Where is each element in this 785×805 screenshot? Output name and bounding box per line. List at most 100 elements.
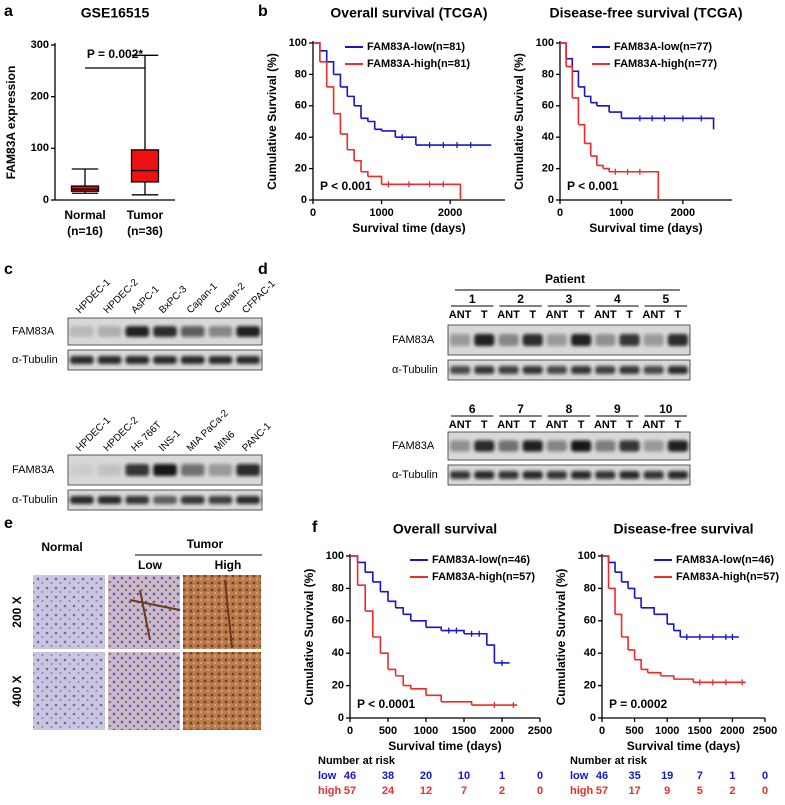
blot-band xyxy=(70,496,94,504)
y-tick-label: 60 xyxy=(295,100,307,112)
survival-step xyxy=(372,636,382,654)
x-tick-sublabel: (n=36) xyxy=(127,224,163,238)
blot-band xyxy=(125,356,150,364)
survival-step xyxy=(326,61,335,75)
x-axis-label: Survival time (days) xyxy=(589,221,702,235)
blot-band xyxy=(450,334,471,346)
annotation: P < 0.001 xyxy=(567,179,619,193)
survival-step xyxy=(590,155,598,166)
blot-band xyxy=(236,326,260,337)
blot-band xyxy=(180,356,205,364)
lane-label: INS-1 xyxy=(157,428,183,454)
x-tick-label: 500 xyxy=(379,725,397,737)
survival-step xyxy=(313,42,321,51)
blot-band xyxy=(595,334,616,346)
lane-label: T xyxy=(481,419,488,431)
chart-title: Overall survival xyxy=(393,521,497,537)
y-tick-label: 20 xyxy=(295,163,307,175)
risk-row-name: low xyxy=(570,770,589,782)
risk-count: 2 xyxy=(499,785,505,797)
y-tick-label: 20 xyxy=(542,163,554,175)
x-tick-label: 2500 xyxy=(753,725,777,737)
survival-step xyxy=(357,561,366,573)
column-header: High xyxy=(215,558,242,572)
x-tick-label: 2000 xyxy=(490,725,514,737)
row-label: FAM83A xyxy=(12,325,55,337)
blot-band xyxy=(125,326,150,337)
survival-step xyxy=(395,136,417,146)
lane-label: ANT xyxy=(546,309,569,321)
blot-band xyxy=(667,471,688,479)
risk-count: 38 xyxy=(382,770,394,782)
x-tick-label: 2000 xyxy=(720,725,744,737)
lane-label: ANT xyxy=(497,309,520,321)
blot-band xyxy=(619,334,640,346)
survival-step xyxy=(333,112,342,135)
ihc-image xyxy=(33,575,105,649)
x-tick-label: Tumor xyxy=(127,208,164,222)
risk-count: 0 xyxy=(537,785,543,797)
x-tick-label: 2000 xyxy=(671,207,695,219)
blot-band xyxy=(125,496,150,504)
blot-band xyxy=(522,366,543,374)
risk-count: 46 xyxy=(596,770,608,782)
ihc-image xyxy=(183,575,261,649)
blot-band xyxy=(522,334,543,346)
blot-band xyxy=(153,356,177,364)
blot-band xyxy=(595,366,616,374)
y-axis-label: FAM83A expression xyxy=(4,66,18,180)
survival-step xyxy=(426,626,442,631)
y-tick-label: 60 xyxy=(584,615,596,627)
lane-label: ANT xyxy=(449,419,472,431)
y-axis-label: Cumulative Survival (%) xyxy=(512,53,526,190)
risk-count: 1 xyxy=(499,770,505,782)
lane-label: CFPAC-1 xyxy=(240,278,278,316)
lane-label: ANT xyxy=(594,309,617,321)
x-tick-label: 1500 xyxy=(452,725,476,737)
x-tick-label: 2000 xyxy=(438,207,462,219)
survival-step xyxy=(350,555,359,586)
legend-label: FAM83A-high(n=57) xyxy=(432,571,535,583)
blot-band xyxy=(153,464,177,476)
patient-number: 9 xyxy=(614,402,621,416)
annotation: P = 0.002* xyxy=(87,47,143,61)
column-header: Tumor xyxy=(187,537,224,551)
blot-band xyxy=(180,464,205,476)
survival-step xyxy=(410,688,427,696)
survival-step xyxy=(381,183,462,200)
blot-band xyxy=(180,326,205,337)
blot-band xyxy=(498,334,519,346)
survival-step xyxy=(380,590,389,602)
survival-step xyxy=(608,561,616,573)
survival-step xyxy=(673,678,695,683)
panel-letter: a xyxy=(4,3,13,20)
survival-step xyxy=(319,50,328,62)
blot-band xyxy=(125,464,150,476)
panel-letter: e xyxy=(4,515,13,532)
survival-step xyxy=(628,587,636,599)
y-tick-label: 40 xyxy=(542,131,554,143)
y-axis-label: Cumulative Survival (%) xyxy=(302,569,316,706)
blot-band xyxy=(571,334,592,346)
risk-count: 0 xyxy=(762,770,768,782)
survival-step xyxy=(361,117,369,122)
x-tick-label: 1500 xyxy=(688,725,712,737)
blot-band xyxy=(619,440,640,452)
survival-step xyxy=(641,607,655,615)
blot-band xyxy=(474,440,495,452)
blot-band xyxy=(153,326,177,337)
row-label: α-Tubulin xyxy=(392,364,438,376)
blot-band xyxy=(97,326,122,337)
risk-count: 24 xyxy=(382,785,395,797)
survival-step xyxy=(403,684,412,689)
patient-number: 4 xyxy=(614,292,621,306)
survival-step xyxy=(566,57,574,72)
panel-letter: c xyxy=(4,261,13,278)
risk-count: 7 xyxy=(461,785,467,797)
blot-strip xyxy=(447,464,691,486)
row-label: FAM83A xyxy=(392,334,435,346)
legend-label: FAM83A-high(n=81) xyxy=(367,58,470,70)
lane-label: ANT xyxy=(449,309,472,321)
survival-step xyxy=(372,581,382,592)
